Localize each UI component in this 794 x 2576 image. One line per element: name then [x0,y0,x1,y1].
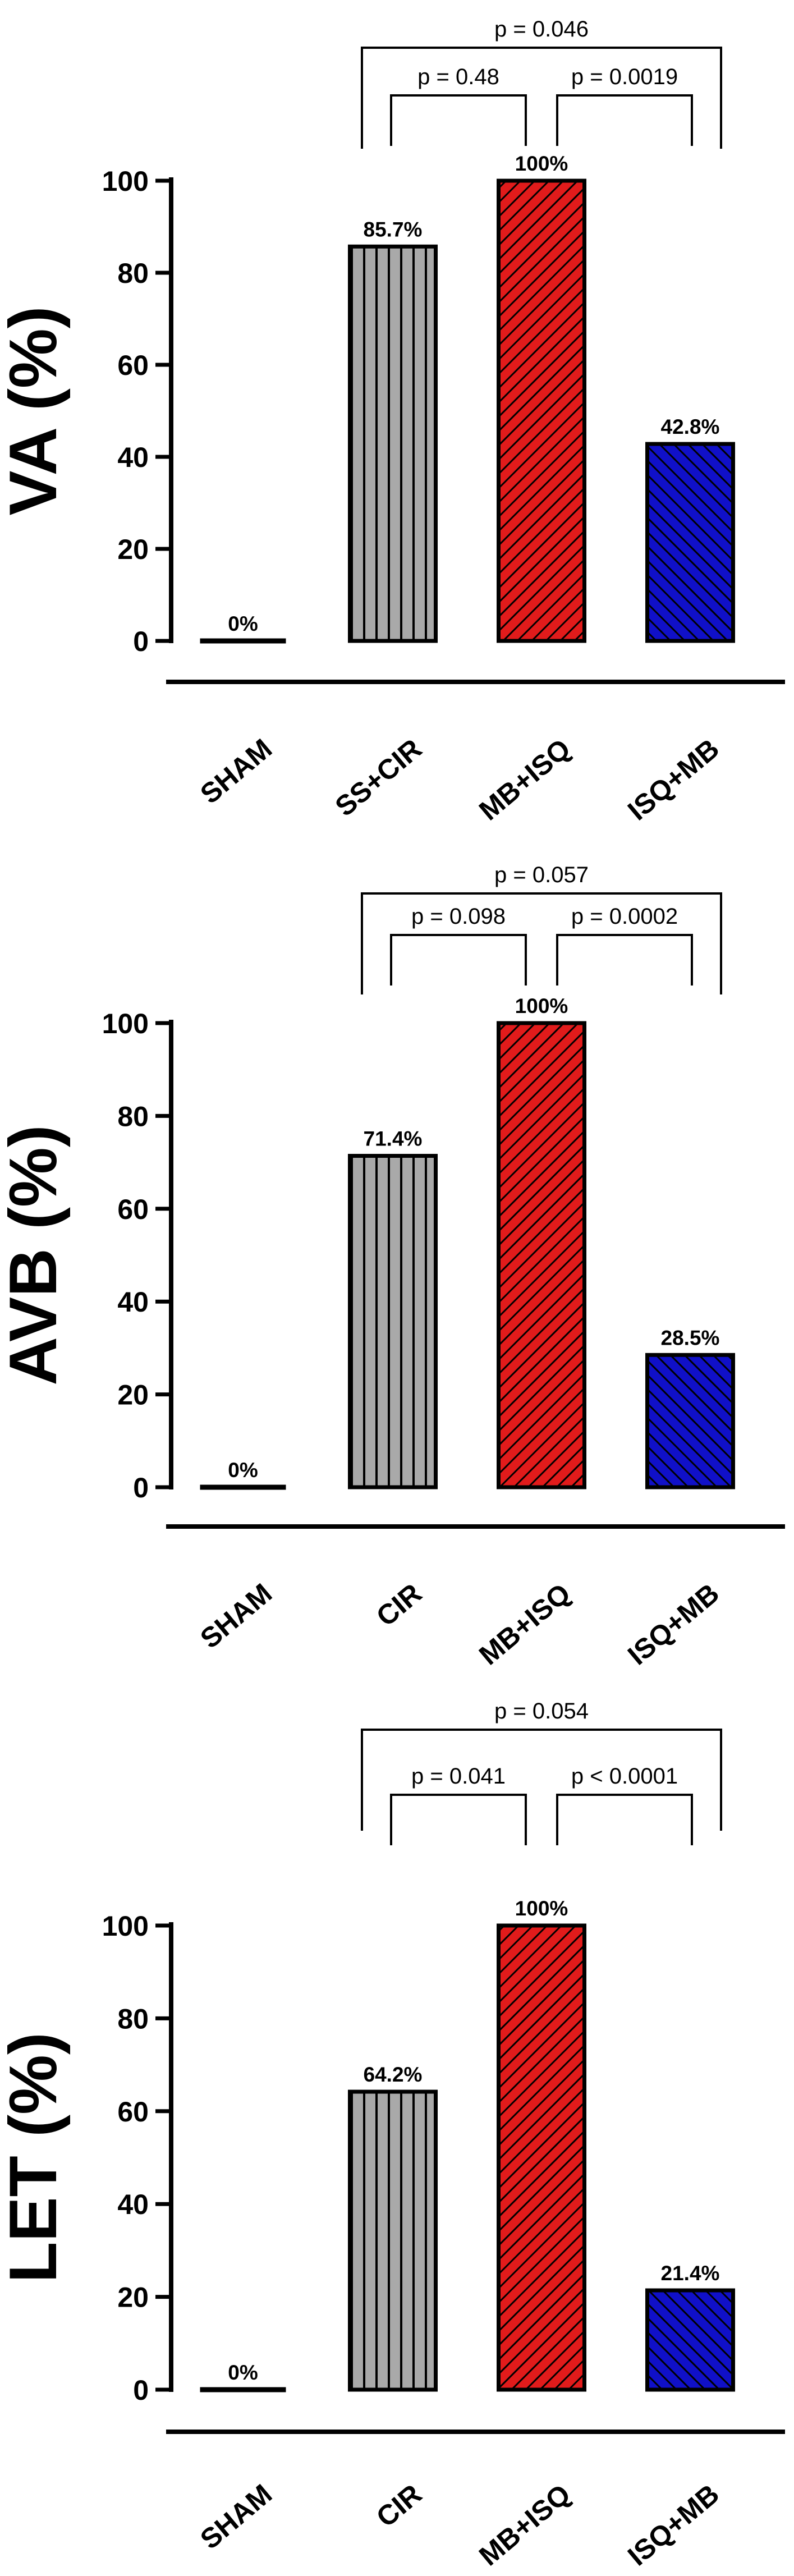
significance-bracket [556,934,693,986]
data-label: 0% [228,1459,258,1482]
y-tick-label: 40 [117,2189,149,2220]
p-value-label: p = 0.057 [494,863,589,887]
bar-outline [497,1021,586,1489]
y-tick-label: 40 [117,442,149,473]
data-label: 100% [515,994,568,1017]
y-tick-label: 0 [133,626,149,657]
bar [498,1926,585,2390]
significance-bracket [556,1794,693,1845]
category-label: CIR [370,2478,428,2533]
category-label: MB+ISQ [473,1578,576,1671]
p-value-label: p < 0.0001 [571,1764,678,1789]
bar [498,181,585,641]
significance-bracket [361,1729,722,1831]
y-tick-label: 0 [133,1472,149,1504]
bar [647,444,733,641]
data-label: 64.2% [364,2063,423,2086]
y-tick-label: 20 [117,2282,149,2313]
y-tick-label: 80 [117,2003,149,2034]
category-label: MB+ISQ [473,2478,576,2572]
y-tick-label: 40 [117,1286,149,1318]
data-label: 28.5% [661,1326,720,1349]
p-value-label: p = 0.054 [494,1699,589,1724]
y-tick-label: 100 [102,1008,149,1039]
data-label: 42.8% [661,415,720,438]
category-label: SHAM [194,2478,278,2556]
data-label: 21.4% [661,2262,720,2285]
category-label: MB+ISQ [473,733,576,827]
bar [350,1156,436,1487]
p-value-label: p = 0.0002 [571,904,678,929]
p-value-label: p = 0.098 [411,904,506,929]
data-label: 0% [228,2361,258,2384]
y-tick-label: 20 [117,534,149,565]
y-axis-title: LET (%) [0,2032,71,2283]
p-value-label: p = 0.0019 [571,65,678,89]
significance-bracket [361,892,722,994]
p-value-label: p = 0.046 [494,17,589,42]
bar-outline [348,1154,438,1489]
bar-outline [645,442,735,643]
data-label: 85.7% [364,218,423,241]
data-label: 100% [515,1897,568,1920]
category-label: SHAM [194,1578,278,1655]
bar-outline [348,244,438,643]
bar-outline [497,1923,586,2392]
bar-outline [645,1353,735,1489]
bar-outline [645,2288,735,2392]
y-tick-label: 80 [117,1101,149,1132]
p-value-label: p = 0.041 [411,1764,506,1789]
significance-bracket [390,94,527,146]
category-label: SHAM [194,733,278,810]
y-tick-label: 0 [133,2375,149,2406]
y-tick-label: 100 [102,166,149,197]
p-value-label: p = 0.48 [417,65,499,89]
data-label: 0% [228,612,258,635]
category-label: SS+CIR [329,733,428,823]
y-axis-title: VA (%) [0,306,71,515]
y-tick-label: 100 [102,1910,149,1942]
bar-outline [348,2089,438,2392]
significance-bracket [556,94,693,146]
data-label: 71.4% [364,1127,423,1151]
significance-bracket [361,47,722,149]
significance-bracket [390,1794,527,1845]
y-axis-title: AVB (%) [0,1125,71,1385]
category-label: ISQ+MB [622,1578,725,1671]
category-label: CIR [370,1578,428,1633]
data-label: 100% [515,152,568,175]
bar [647,1355,733,1487]
bar [498,1023,585,1487]
bar-outline [497,178,586,643]
category-label: ISQ+MB [622,733,725,827]
bar [350,2092,436,2390]
category-label: ISQ+MB [622,2478,725,2572]
y-tick-label: 20 [117,1379,149,1411]
y-tick-label: 60 [117,350,149,381]
y-tick-label: 60 [117,2096,149,2128]
bar [350,246,436,641]
y-tick-label: 60 [117,1194,149,1225]
y-tick-label: 80 [117,258,149,289]
bar [647,2290,733,2390]
significance-bracket [390,934,527,986]
